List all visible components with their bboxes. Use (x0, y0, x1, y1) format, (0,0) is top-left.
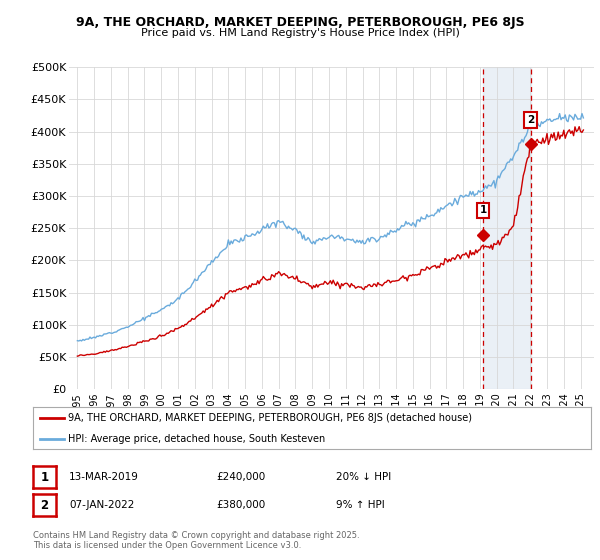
Text: Contains HM Land Registry data © Crown copyright and database right 2025.
This d: Contains HM Land Registry data © Crown c… (33, 531, 359, 550)
Text: 1: 1 (479, 205, 487, 215)
Text: 2: 2 (527, 115, 534, 125)
Text: 13-MAR-2019: 13-MAR-2019 (69, 472, 139, 482)
Text: £380,000: £380,000 (216, 500, 265, 510)
Text: 9A, THE ORCHARD, MARKET DEEPING, PETERBOROUGH, PE6 8JS: 9A, THE ORCHARD, MARKET DEEPING, PETERBO… (76, 16, 524, 29)
Text: Price paid vs. HM Land Registry's House Price Index (HPI): Price paid vs. HM Land Registry's House … (140, 28, 460, 38)
Text: 9A, THE ORCHARD, MARKET DEEPING, PETERBOROUGH, PE6 8JS (detached house): 9A, THE ORCHARD, MARKET DEEPING, PETERBO… (68, 413, 472, 423)
Text: 9% ↑ HPI: 9% ↑ HPI (336, 500, 385, 510)
Text: HPI: Average price, detached house, South Kesteven: HPI: Average price, detached house, Sout… (68, 433, 325, 444)
Text: 20% ↓ HPI: 20% ↓ HPI (336, 472, 391, 482)
Text: £240,000: £240,000 (216, 472, 265, 482)
Text: 2: 2 (40, 498, 49, 512)
Text: 07-JAN-2022: 07-JAN-2022 (69, 500, 134, 510)
Text: 1: 1 (40, 470, 49, 484)
Bar (483, 67, 530, 389)
